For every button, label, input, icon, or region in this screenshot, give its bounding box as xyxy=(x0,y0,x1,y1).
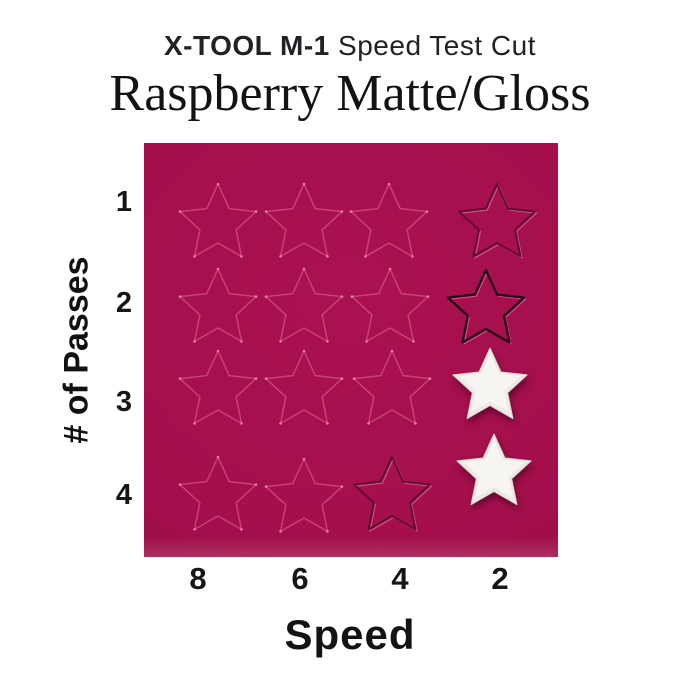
star-cell-p1-s4 xyxy=(349,182,429,258)
x-tick-8: 8 xyxy=(189,561,207,596)
star-cell-p1-s6 xyxy=(264,182,344,258)
x-tick-2: 2 xyxy=(491,561,509,596)
x-tick-4: 4 xyxy=(391,561,409,596)
y-tick-2: 2 xyxy=(115,287,132,319)
star-cell-p1-s2 xyxy=(458,183,538,259)
title-line-1: X-TOOL M-1 Speed Test Cut xyxy=(0,30,700,62)
star-cell-p3-s4 xyxy=(352,349,432,425)
star-cell-p2-s8 xyxy=(178,267,258,343)
star-cell-p4-s2 xyxy=(456,433,532,506)
star-cell-p3-s8 xyxy=(178,349,258,425)
star-cell-p2-s4 xyxy=(350,267,430,343)
material-photo xyxy=(144,143,558,557)
star-cell-p4-s6 xyxy=(264,457,344,533)
tool-name: X-TOOL M-1 xyxy=(164,30,330,61)
y-tick-1: 1 xyxy=(115,186,132,218)
star-cell-p4-s8 xyxy=(178,455,258,531)
y-tick-3: 3 xyxy=(115,386,132,418)
star-cell-p2-s2 xyxy=(446,268,527,345)
star-cell-p3-s6 xyxy=(264,349,344,425)
star-cell-p3-s2 xyxy=(452,347,528,420)
star-cell-p2-s6 xyxy=(264,267,344,343)
star-cell-p4-s4 xyxy=(353,456,433,532)
title-suffix: Speed Test Cut xyxy=(329,30,536,61)
x-tick-6: 6 xyxy=(291,561,309,596)
material-title: Raspberry Matte/Gloss xyxy=(109,65,591,122)
star-cell-p1-s8 xyxy=(178,182,258,258)
star-grid xyxy=(178,182,538,533)
x-axis-label: Speed xyxy=(284,611,416,658)
y-tick-4: 4 xyxy=(115,479,132,511)
